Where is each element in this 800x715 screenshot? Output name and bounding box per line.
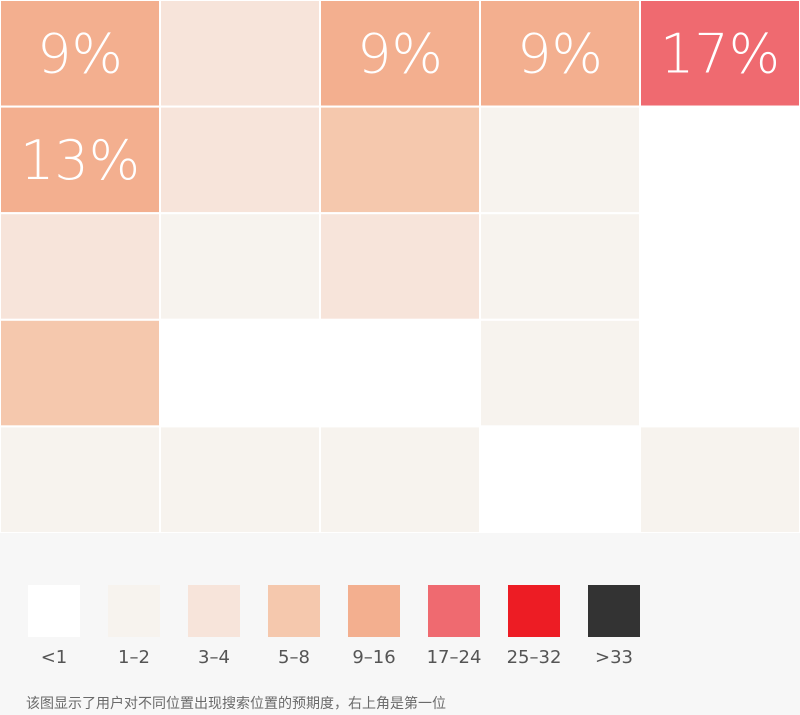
heatmap-cell <box>159 105 321 215</box>
heatmap-cell <box>319 212 481 321</box>
heatmap-cell <box>479 105 641 215</box>
legend-item: 9–16 <box>348 585 400 668</box>
legend-label: 25–32 <box>506 647 562 668</box>
heatmap-cell <box>639 0 800 108</box>
legend-label: 17–24 <box>426 647 482 668</box>
legend-area: <1 1–2 3–4 5–8 9–16 17–24 25–32 >33 该图显示了用户对不同位… <box>0 533 800 715</box>
heatmap-cell <box>159 318 321 428</box>
cell-value-label: 17% <box>660 22 780 85</box>
legend-label: >33 <box>595 647 633 668</box>
legend-item: 25–32 <box>507 585 561 668</box>
legend-swatch <box>508 585 560 637</box>
legend-item: 5–8 <box>268 585 320 668</box>
heatmap-cell <box>0 212 161 321</box>
heatmap-cell <box>0 425 161 533</box>
legend-label: <1 <box>40 647 68 668</box>
heatmap-cell <box>639 425 800 533</box>
heatmap-cell <box>0 318 161 428</box>
heatmap-grid: 9% 9% 9% 17% 13% <box>0 0 800 533</box>
heatmap-cell <box>0 105 161 215</box>
legend-item: 1–2 <box>108 585 160 668</box>
heatmap-cell <box>159 212 321 321</box>
legend-item: 17–24 <box>427 585 481 668</box>
heatmap-cell <box>319 318 481 428</box>
legend-item: <1 <box>28 585 80 668</box>
legend-swatch <box>428 585 480 637</box>
heatmap-cell <box>639 212 800 321</box>
cell-value-label: 9% <box>517 22 603 85</box>
legend-item: >33 <box>588 585 640 668</box>
heatmap-cell <box>479 318 641 428</box>
cell-value-label: 9% <box>357 22 443 85</box>
heatmap-cell <box>479 425 641 533</box>
heatmap-cell <box>319 0 481 108</box>
legend-swatch <box>108 585 160 637</box>
legend-swatch <box>28 585 80 637</box>
legend-label: 9–16 <box>352 647 396 668</box>
legend-label: 1–2 <box>118 647 150 668</box>
legend-swatch <box>348 585 400 637</box>
heatmap-cell <box>639 318 800 428</box>
legend-label: 5–8 <box>278 647 310 668</box>
heatmap-cell <box>639 105 800 215</box>
heatmap-cell <box>159 425 321 533</box>
cell-value-label: 13% <box>20 129 140 192</box>
heatmap-cell <box>479 212 641 321</box>
legend-swatch <box>588 585 640 637</box>
heatmap-cell <box>159 0 321 108</box>
footnote: 该图显示了用户对不同位置出现搜索位置的预期度，右上角是第一位 <box>26 696 446 712</box>
cell-value-label: 9% <box>37 22 123 85</box>
legend-swatch <box>188 585 240 637</box>
legend-swatch <box>268 585 320 637</box>
heatmap-cell <box>319 105 481 215</box>
heatmap-cell <box>319 425 481 533</box>
legend-label: 3–4 <box>198 647 230 668</box>
legend-item: 3–4 <box>188 585 240 668</box>
